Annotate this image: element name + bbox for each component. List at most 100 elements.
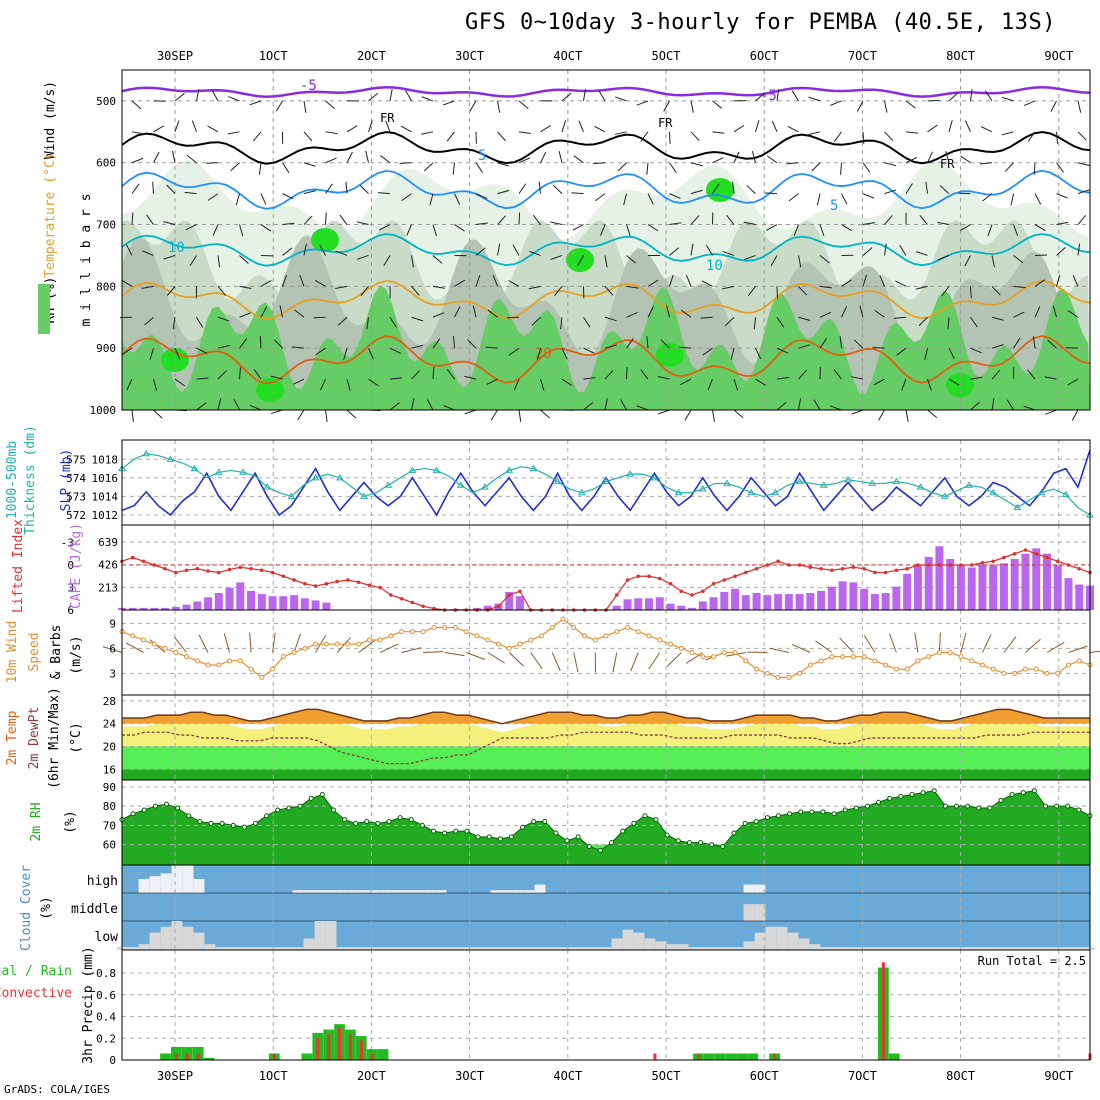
rh-point (353, 820, 359, 826)
wind-barb (948, 120, 953, 132)
wind-speed-point (893, 666, 899, 672)
rh-point (809, 809, 815, 815)
wind-barb (368, 92, 379, 102)
wind-speed-point (431, 625, 437, 630)
wind-barb (421, 131, 434, 135)
wind-barb (508, 280, 520, 287)
wind-barb (389, 317, 397, 328)
wind-barb (680, 378, 692, 386)
wind-barb (1044, 376, 1057, 380)
rh-point (164, 801, 170, 807)
cape-bar (967, 567, 976, 610)
isotherm-label: -5 (760, 88, 777, 104)
date-label-top: 30SEP (157, 49, 193, 63)
cloud-cell (391, 890, 403, 893)
wind-barb (970, 376, 983, 380)
y-tick-label: 573 (66, 490, 86, 503)
wind-barb (1072, 275, 1079, 287)
cape-bar (763, 595, 772, 610)
cloud-cell (325, 921, 337, 950)
thickness-point (529, 464, 538, 472)
wind-speed-point (184, 654, 190, 660)
wind-barb (196, 377, 209, 380)
wind-barb (141, 285, 154, 289)
cloud-cell (336, 947, 348, 950)
rh-point (1031, 788, 1037, 794)
wind-barb (646, 336, 649, 349)
thickness-point (408, 466, 417, 473)
wind-barb (1013, 285, 1026, 289)
wind-barb (798, 286, 807, 296)
precip-conv-bar (881, 962, 885, 1060)
date-label-top: 9OCT (1044, 49, 1073, 63)
wind-barb (207, 193, 219, 201)
wind-speed-point (151, 641, 157, 647)
wind-speed-point (463, 629, 469, 635)
wind-barb (701, 280, 713, 287)
wind-barb (421, 96, 434, 102)
wind-barb (131, 131, 144, 135)
cape-bar (774, 594, 783, 610)
wind-barb (839, 336, 842, 349)
cloud-cell (809, 944, 821, 950)
cloud-cell (930, 947, 942, 950)
y-tick-label: 572 (66, 509, 86, 522)
cloud-cell (182, 865, 194, 893)
wind-barb (217, 316, 230, 322)
wind-barb (620, 399, 627, 411)
wind-barb-10m (198, 634, 209, 653)
wind-barb (690, 162, 703, 167)
date-label-top: 6OCT (750, 49, 779, 63)
cloud-cell (754, 932, 766, 950)
isotherm-label: 10 (168, 240, 185, 256)
rh-max-blob (946, 373, 974, 397)
wind-barb (786, 162, 799, 165)
cloud-level-label: high (87, 874, 118, 889)
cloud-cell (534, 884, 546, 893)
li-point (647, 574, 651, 579)
thickness-point (456, 481, 465, 488)
wind-speed-point (625, 625, 631, 630)
wind-speed-point (259, 675, 265, 680)
wind-barb (275, 100, 283, 112)
wind-barb (798, 398, 802, 411)
rh-point (720, 844, 726, 850)
wind-barb (475, 247, 486, 256)
y-tick-label: 500 (96, 95, 116, 108)
wind-barb (987, 224, 993, 236)
wind-barb (339, 214, 348, 225)
thickness-point (553, 477, 562, 485)
wind-barb (131, 212, 134, 225)
axis-label: (m/s) (69, 635, 84, 674)
cape-bar (655, 597, 664, 610)
wind-barb (712, 157, 724, 164)
wind-barb (560, 317, 563, 330)
cape-bar (881, 593, 890, 610)
rh-point (1065, 803, 1071, 809)
cape-bar (1053, 565, 1062, 610)
cloud-cell (501, 890, 513, 893)
precip-conv-bar (359, 1040, 363, 1060)
wind-barb (702, 347, 713, 356)
precip-conv-bar (348, 1033, 352, 1060)
wind-barb (292, 378, 305, 385)
precip-total-bar (203, 1057, 215, 1060)
precip-conv-bar (174, 1053, 178, 1060)
axis-label: (%) (63, 810, 78, 833)
wind-barb (558, 150, 563, 163)
y-tick-label: 1018 (92, 453, 119, 466)
cape-bar (634, 598, 643, 610)
wind-speed-point (786, 675, 792, 680)
wind-barb (380, 155, 391, 164)
wind-speed-point (915, 658, 921, 664)
rh-point (909, 792, 915, 798)
y-tick-label: 28 (103, 695, 116, 708)
wind-barb (389, 402, 400, 411)
wind-barb (429, 193, 434, 206)
precip-total-bar (714, 1053, 726, 1060)
rh-point (431, 828, 437, 834)
cloud-cell (303, 890, 315, 893)
wind-barb (292, 346, 305, 349)
rh-point (364, 819, 370, 824)
cape-bar (913, 565, 922, 610)
